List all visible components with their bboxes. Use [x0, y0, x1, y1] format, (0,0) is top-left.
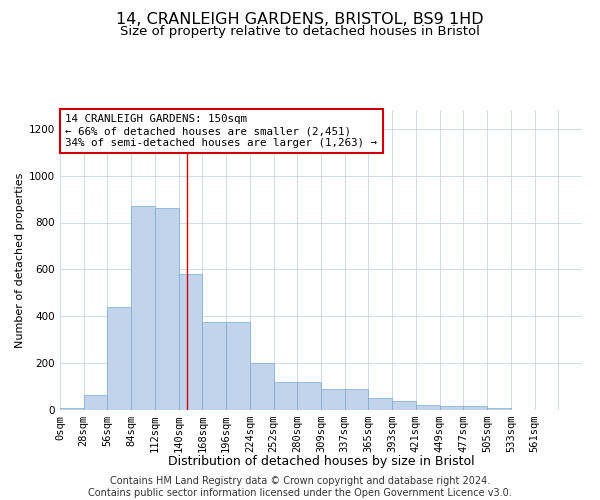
Bar	[416, 406, 440, 410]
Bar	[345, 389, 368, 410]
X-axis label: Distribution of detached houses by size in Bristol: Distribution of detached houses by size …	[167, 455, 475, 468]
Bar	[131, 206, 155, 410]
Bar	[463, 406, 487, 410]
Bar	[202, 322, 226, 410]
Text: 14, CRANLEIGH GARDENS, BRISTOL, BS9 1HD: 14, CRANLEIGH GARDENS, BRISTOL, BS9 1HD	[116, 12, 484, 28]
Text: Contains HM Land Registry data © Crown copyright and database right 2024.
Contai: Contains HM Land Registry data © Crown c…	[88, 476, 512, 498]
Bar	[440, 406, 463, 410]
Bar	[321, 389, 345, 410]
Bar	[107, 307, 131, 410]
Bar	[487, 408, 511, 410]
Bar	[226, 322, 250, 410]
Bar	[392, 400, 416, 410]
Bar	[179, 274, 202, 410]
Text: 14 CRANLEIGH GARDENS: 150sqm
← 66% of detached houses are smaller (2,451)
34% of: 14 CRANLEIGH GARDENS: 150sqm ← 66% of de…	[65, 114, 377, 148]
Bar	[60, 408, 84, 410]
Bar	[250, 363, 274, 410]
Bar	[297, 382, 321, 410]
Bar	[84, 395, 107, 410]
Bar	[274, 382, 297, 410]
Bar	[155, 208, 179, 410]
Y-axis label: Number of detached properties: Number of detached properties	[15, 172, 25, 348]
Bar	[368, 398, 392, 410]
Text: Size of property relative to detached houses in Bristol: Size of property relative to detached ho…	[120, 25, 480, 38]
